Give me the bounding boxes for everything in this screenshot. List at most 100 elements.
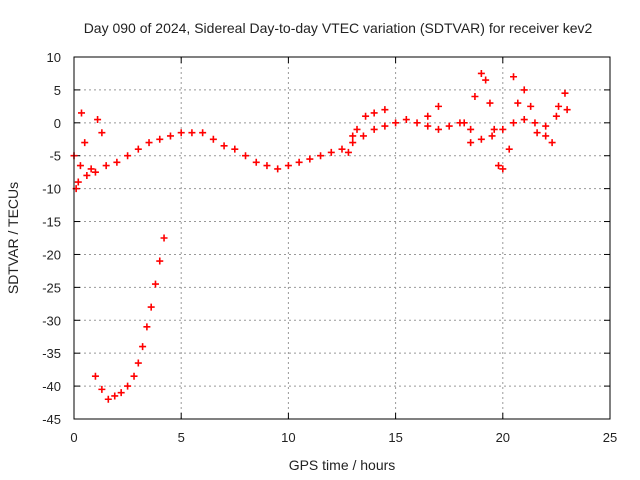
- data-point: [231, 145, 239, 153]
- data-point: [104, 395, 112, 403]
- data-point: [134, 359, 142, 367]
- data-point: [542, 122, 550, 130]
- y-tick-label: -15: [42, 215, 61, 230]
- data-point: [220, 142, 228, 150]
- series-early-descent: [91, 234, 168, 403]
- data-point: [548, 139, 556, 147]
- x-tick-label: 25: [603, 430, 617, 445]
- y-tick-label: -10: [42, 182, 61, 197]
- data-point: [510, 73, 518, 81]
- data-point: [338, 145, 346, 153]
- data-point: [130, 372, 138, 380]
- data-point: [74, 178, 82, 186]
- data-points: [70, 69, 571, 403]
- series-dense-band: [70, 106, 571, 179]
- data-point: [467, 139, 475, 147]
- data-point: [499, 125, 507, 133]
- data-point: [505, 145, 513, 153]
- data-point: [471, 92, 479, 100]
- data-point: [460, 119, 468, 127]
- data-point: [151, 280, 159, 288]
- y-tick-label: -35: [42, 346, 61, 361]
- data-point: [81, 139, 89, 147]
- data-point: [563, 106, 571, 114]
- data-point: [542, 132, 550, 140]
- data-point: [124, 152, 132, 160]
- data-point: [156, 257, 164, 265]
- data-point: [344, 148, 352, 156]
- y-tick-label: 0: [54, 116, 61, 131]
- data-point: [274, 165, 282, 173]
- data-point: [514, 99, 522, 107]
- x-tick-label: 15: [388, 430, 402, 445]
- data-point: [78, 109, 86, 117]
- data-point: [349, 139, 357, 147]
- data-point: [166, 132, 174, 140]
- series-spikes: [72, 69, 569, 193]
- data-point: [143, 323, 151, 331]
- data-point: [102, 162, 110, 170]
- data-point: [160, 234, 168, 242]
- data-point: [362, 112, 370, 120]
- data-point: [87, 165, 95, 173]
- data-point: [147, 303, 155, 311]
- chart-title: Day 090 of 2024, Sidereal Day-to-day VTE…: [84, 20, 593, 36]
- x-tick-label: 0: [70, 430, 77, 445]
- x-tick-label: 20: [496, 430, 510, 445]
- data-point: [359, 132, 367, 140]
- data-point: [199, 129, 207, 137]
- data-point: [510, 119, 518, 127]
- data-point: [482, 76, 490, 84]
- data-point: [209, 135, 217, 143]
- data-point: [561, 89, 569, 97]
- y-tick-label: -30: [42, 313, 61, 328]
- data-point: [177, 129, 185, 137]
- data-point: [381, 122, 389, 130]
- y-tick-label: 5: [54, 83, 61, 98]
- data-point: [490, 125, 498, 133]
- data-point: [434, 102, 442, 110]
- data-point: [188, 129, 196, 137]
- data-point: [486, 99, 494, 107]
- y-tick-label: -45: [42, 412, 61, 427]
- y-tick-label: -20: [42, 247, 61, 262]
- data-point: [252, 158, 260, 166]
- data-point: [531, 119, 539, 127]
- data-point: [495, 162, 503, 170]
- y-tick-label: -40: [42, 379, 61, 394]
- data-point: [91, 168, 99, 176]
- data-point: [242, 152, 250, 160]
- data-point: [424, 122, 432, 130]
- data-point: [520, 86, 528, 94]
- data-point: [91, 372, 99, 380]
- y-tick-label: -5: [49, 149, 61, 164]
- y-axis-label: SDTVAR / TECUs: [5, 182, 21, 294]
- data-point: [381, 106, 389, 114]
- data-point: [402, 116, 410, 124]
- data-point: [145, 139, 153, 147]
- data-point: [284, 162, 292, 170]
- data-point: [113, 158, 121, 166]
- data-point: [413, 119, 421, 127]
- data-point: [499, 165, 507, 173]
- data-point: [76, 162, 84, 170]
- data-point: [139, 343, 147, 351]
- data-point: [467, 125, 475, 133]
- data-point: [98, 385, 106, 393]
- data-point: [527, 102, 535, 110]
- axis-ticks: 0 5 10 15 20 25 10 5 0 -5 -10 -15 -20 -25 -30 -35 -40 -45: [42, 50, 617, 445]
- data-point: [370, 109, 378, 117]
- data-point: [555, 102, 563, 110]
- grid-lines: [74, 57, 610, 419]
- data-point: [520, 116, 528, 124]
- data-point: [156, 135, 164, 143]
- data-point: [434, 125, 442, 133]
- data-point: [124, 382, 132, 390]
- data-point: [94, 116, 102, 124]
- data-point: [98, 129, 106, 137]
- data-point: [263, 162, 271, 170]
- data-point: [488, 132, 496, 140]
- data-point: [317, 152, 325, 160]
- data-point: [295, 158, 303, 166]
